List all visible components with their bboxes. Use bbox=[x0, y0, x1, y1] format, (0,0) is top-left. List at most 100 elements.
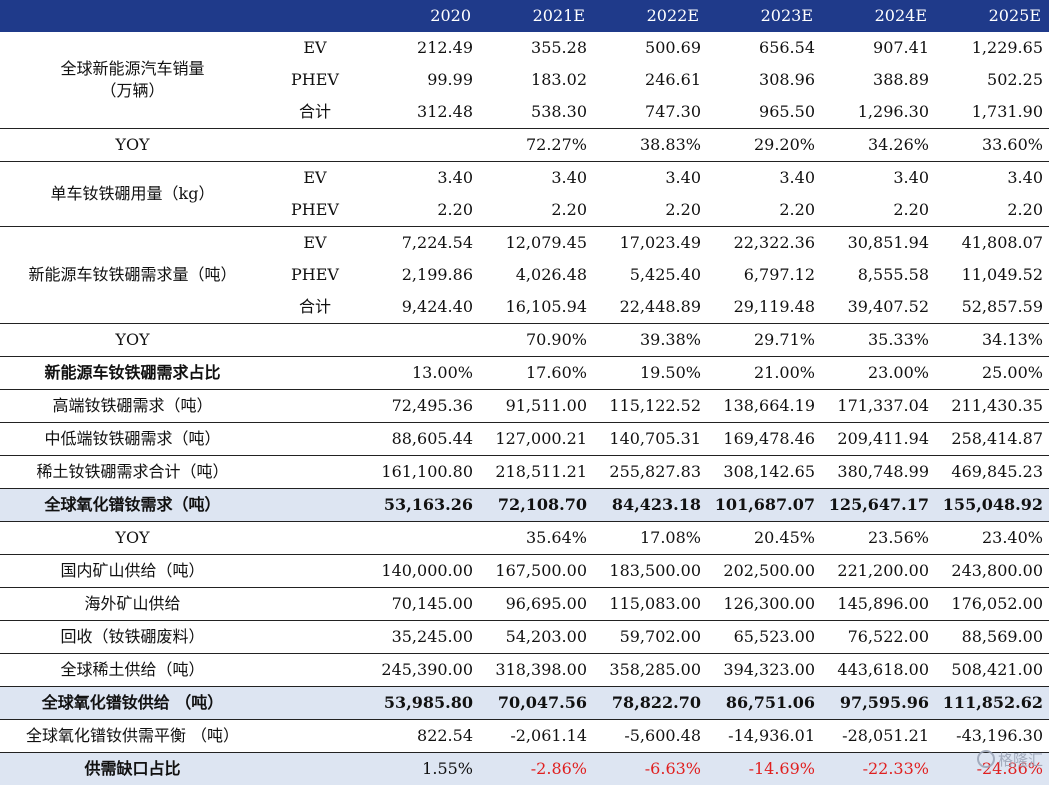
cell: 500.69 bbox=[593, 32, 707, 64]
cell: 22,448.89 bbox=[593, 291, 707, 324]
cell: 39.38% bbox=[593, 324, 707, 357]
cell: 65,523.00 bbox=[707, 621, 821, 654]
cell: -14.69% bbox=[707, 753, 821, 785]
cell: 84,423.18 bbox=[593, 489, 707, 522]
cell: 17.08% bbox=[593, 522, 707, 555]
cell: 380,748.99 bbox=[821, 456, 935, 489]
cell: 53,985.80 bbox=[365, 687, 479, 720]
cell: 35.33% bbox=[821, 324, 935, 357]
row-label: 稀土钕铁硼需求合计（吨） bbox=[0, 456, 265, 489]
cell: 245,390.00 bbox=[365, 654, 479, 687]
cell: 29.71% bbox=[707, 324, 821, 357]
cell: -2.86% bbox=[479, 753, 593, 785]
cell: 96,695.00 bbox=[479, 588, 593, 621]
cell: 140,705.31 bbox=[593, 423, 707, 456]
cell: 202,500.00 bbox=[707, 555, 821, 588]
cell: 2,199.86 bbox=[365, 259, 479, 291]
table-row: 供需缺口占比 1.55% -2.86% -6.63% -14.69% -22.3… bbox=[0, 753, 1049, 785]
table-row: 回收（钕铁硼废料） 35,245.00 54,203.00 59,702.00 … bbox=[0, 621, 1049, 654]
row-label: 回收（钕铁硼废料） bbox=[0, 621, 265, 654]
cell: 76,522.00 bbox=[821, 621, 935, 654]
cell: 907.41 bbox=[821, 32, 935, 64]
empty-cell bbox=[265, 720, 365, 753]
cell: -43,196.30 bbox=[935, 720, 1049, 753]
cell: 2.20 bbox=[365, 194, 479, 227]
empty-cell bbox=[265, 357, 365, 390]
row-label: 新能源车钕铁硼需求量（吨） bbox=[0, 227, 265, 324]
cell: 17.60% bbox=[479, 357, 593, 390]
cell: 78,822.70 bbox=[593, 687, 707, 720]
empty-cell bbox=[265, 621, 365, 654]
table-row: 全球氧化镨钕供给 （吨） 53,985.80 70,047.56 78,822.… bbox=[0, 687, 1049, 720]
cell: 21.00% bbox=[707, 357, 821, 390]
table-row: 新能源车钕铁硼需求占比 13.00% 17.60% 19.50% 21.00% … bbox=[0, 357, 1049, 390]
cell: 99.99 bbox=[365, 64, 479, 96]
cell: 538.30 bbox=[479, 96, 593, 129]
cell: 38.83% bbox=[593, 129, 707, 162]
cell: 3.40 bbox=[821, 162, 935, 195]
empty-cell bbox=[265, 324, 365, 357]
cell: 3.40 bbox=[935, 162, 1049, 195]
cell: 29,119.48 bbox=[707, 291, 821, 324]
cell: 70,047.56 bbox=[479, 687, 593, 720]
cell: 3.40 bbox=[365, 162, 479, 195]
table-row: 高端钕铁硼需求（吨） 72,495.36 91,511.00 115,122.5… bbox=[0, 390, 1049, 423]
cell: 822.54 bbox=[365, 720, 479, 753]
header-blank bbox=[0, 0, 365, 32]
cell: 183,500.00 bbox=[593, 555, 707, 588]
cell: 7,224.54 bbox=[365, 227, 479, 260]
cell: 126,300.00 bbox=[707, 588, 821, 621]
cell: 209,411.94 bbox=[821, 423, 935, 456]
cell: 1.55% bbox=[365, 753, 479, 785]
cell: 176,052.00 bbox=[935, 588, 1049, 621]
row-label: 海外矿山供给 bbox=[0, 588, 265, 621]
cell: 23.56% bbox=[821, 522, 935, 555]
sales-label: 全球新能源汽车销量 bbox=[0, 58, 265, 80]
empty-cell bbox=[265, 555, 365, 588]
cell: 246.61 bbox=[593, 64, 707, 96]
sub-label: PHEV bbox=[265, 194, 365, 227]
cell: 443,618.00 bbox=[821, 654, 935, 687]
cell: -14,936.01 bbox=[707, 720, 821, 753]
table-row: 全球稀土供给（吨） 245,390.00 318,398.00 358,285.… bbox=[0, 654, 1049, 687]
empty-cell bbox=[265, 489, 365, 522]
cell: 33.60% bbox=[935, 129, 1049, 162]
cell: -5,600.48 bbox=[593, 720, 707, 753]
table-row: 新能源车钕铁硼需求量（吨） EV 7,224.54 12,079.45 17,0… bbox=[0, 227, 1049, 260]
cell bbox=[365, 129, 479, 162]
cell: 221,200.00 bbox=[821, 555, 935, 588]
cell: 8,555.58 bbox=[821, 259, 935, 291]
row-label: YOY bbox=[0, 129, 265, 162]
cell: 13.00% bbox=[365, 357, 479, 390]
cell: 355.28 bbox=[479, 32, 593, 64]
cell: 145,896.00 bbox=[821, 588, 935, 621]
table-row: 单车钕铁硼用量（kg） EV 3.40 3.40 3.40 3.40 3.40 … bbox=[0, 162, 1049, 195]
cell: 34.26% bbox=[821, 129, 935, 162]
watermark-logo-icon bbox=[977, 750, 995, 768]
cell: 97,595.96 bbox=[821, 687, 935, 720]
watermark-text: 格隆汇 bbox=[998, 751, 1043, 769]
cell: 138,664.19 bbox=[707, 390, 821, 423]
cell: 3.40 bbox=[593, 162, 707, 195]
table-row: 全球氧化镨钕需求（吨） 53,163.26 72,108.70 84,423.1… bbox=[0, 489, 1049, 522]
cell: 29.20% bbox=[707, 129, 821, 162]
cell: 88,569.00 bbox=[935, 621, 1049, 654]
year-header: 2021E bbox=[479, 0, 593, 32]
year-header: 2024E bbox=[821, 0, 935, 32]
cell: 1,731.90 bbox=[935, 96, 1049, 129]
cell: 11,049.52 bbox=[935, 259, 1049, 291]
sub-label: 合计 bbox=[265, 291, 365, 324]
cell: 16,105.94 bbox=[479, 291, 593, 324]
empty-cell bbox=[265, 687, 365, 720]
cell: 211,430.35 bbox=[935, 390, 1049, 423]
empty-cell bbox=[265, 129, 365, 162]
cell: 39,407.52 bbox=[821, 291, 935, 324]
empty-cell bbox=[265, 522, 365, 555]
cell: 72.27% bbox=[479, 129, 593, 162]
cell: 3.40 bbox=[479, 162, 593, 195]
table-row: 稀土钕铁硼需求合计（吨） 161,100.80 218,511.21 255,8… bbox=[0, 456, 1049, 489]
cell: 23.00% bbox=[821, 357, 935, 390]
row-label: 中低端钕铁硼需求（吨） bbox=[0, 423, 265, 456]
cell: 2.20 bbox=[821, 194, 935, 227]
cell: 86,751.06 bbox=[707, 687, 821, 720]
